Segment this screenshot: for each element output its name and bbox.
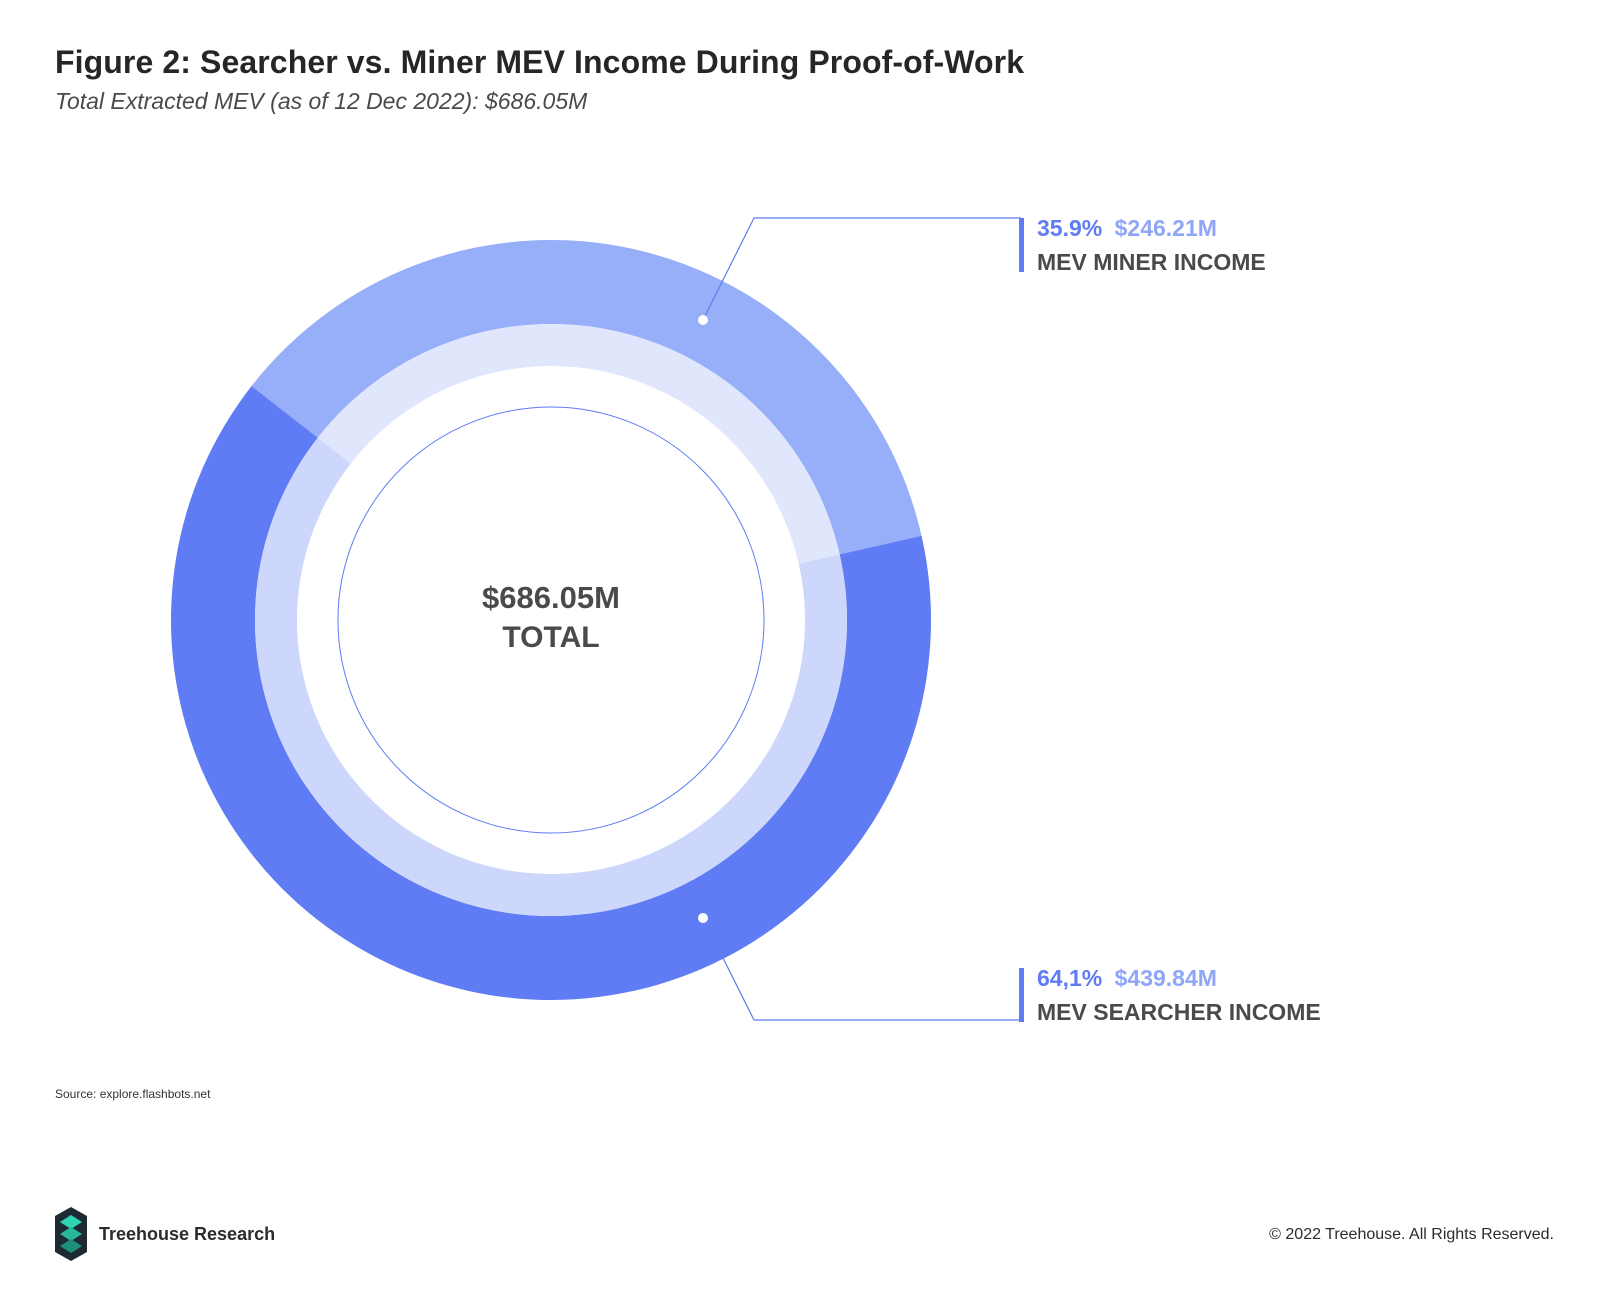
center-total-value: $686.05M (482, 580, 620, 615)
copyright: © 2022 Treehouse. All Rights Reserved. (1269, 1226, 1554, 1243)
slice-searcher-outer (171, 386, 931, 1000)
callout-miner-percent: 35.9% (1037, 215, 1102, 241)
callout-miner-amount: $246.21M (1115, 215, 1217, 241)
center-total-label: TOTAL (502, 621, 599, 654)
slice-miner-outer (251, 239, 922, 555)
callout-searcher: 64,1% $439.84M MEV SEARCHER INCOME (698, 913, 1321, 1025)
callout-searcher-label: MEV SEARCHER INCOME (1037, 999, 1321, 1025)
brand-name: Treehouse Research (99, 1223, 276, 1244)
callout-searcher-dot (698, 913, 708, 923)
callout-searcher-percent: 64,1% (1037, 965, 1102, 991)
callout-searcher-value-line: 64,1% $439.84M (1037, 965, 1217, 991)
callout-miner: 35.9% $246.21M MEV MINER INCOME (698, 215, 1266, 325)
slice-miner-inner (317, 324, 840, 564)
source-note: Source: explore.flashbots.net (55, 1087, 211, 1101)
callout-miner-value-line: 35.9% $246.21M (1037, 215, 1217, 241)
callout-miner-leader (702, 217, 1021, 321)
callout-miner-dot (698, 315, 708, 325)
callout-searcher-amount: $439.84M (1115, 965, 1217, 991)
callout-miner-label: MEV MINER INCOME (1037, 249, 1266, 275)
treehouse-logo-icon (55, 1207, 87, 1261)
callout-searcher-bar (1019, 968, 1024, 1022)
inner-guide-ring (337, 406, 765, 834)
chart-subtitle: Total Extracted MEV (as of 12 Dec 2022):… (55, 88, 588, 114)
chart-title: Figure 2: Searcher vs. Miner MEV Income … (55, 44, 1025, 80)
callout-searcher-leader (702, 917, 1021, 1021)
slice-searcher-inner (255, 437, 848, 916)
callout-miner-bar (1019, 218, 1024, 272)
donut-slices (171, 239, 931, 1000)
brand: Treehouse Research (55, 1207, 275, 1261)
